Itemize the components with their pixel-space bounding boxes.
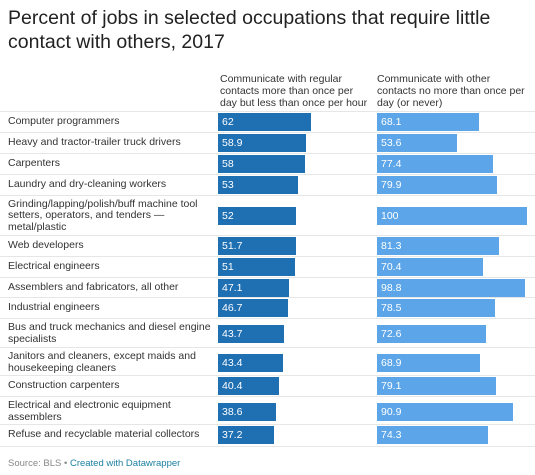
row-divider <box>0 195 535 196</box>
bar-series-2 <box>377 353 480 372</box>
bar-series-2 <box>377 237 499 255</box>
bar-value-label: 47.1 <box>222 282 243 294</box>
bar-value-label: 68.1 <box>381 116 402 128</box>
category-label: Carpenters <box>8 157 60 170</box>
row-divider <box>0 424 535 425</box>
bar-series-2 <box>377 426 488 444</box>
bar-value-label: 79.1 <box>381 380 402 392</box>
row-divider <box>0 318 535 319</box>
bar-value-label: 81.3 <box>381 240 402 252</box>
row-divider <box>0 132 535 133</box>
source-note: Source: BLS <box>8 458 62 469</box>
category-label: Construction carpenters <box>8 379 120 392</box>
bar-value-label: 74.3 <box>381 429 402 441</box>
row-divider <box>0 111 535 112</box>
bar-value-label: 79.9 <box>381 179 402 191</box>
row-divider <box>0 174 535 175</box>
bar-value-label: 72.6 <box>381 327 402 340</box>
bar-value-label: 37.2 <box>222 429 243 441</box>
datawrapper-credit-link[interactable]: Created with Datawrapper <box>69 458 181 469</box>
bar-series-2 <box>377 377 496 395</box>
category-label: Heavy and tractor-trailer truck drivers <box>8 136 181 149</box>
bar-value-label: 58.9 <box>222 137 243 149</box>
category-label: Web developers <box>8 239 84 252</box>
bar-value-label: 70.4 <box>381 261 402 273</box>
bar-series-1 <box>218 324 284 343</box>
bar-series-1 <box>218 258 295 276</box>
bar-value-label: 68.9 <box>381 356 402 369</box>
bar-series-1 <box>218 237 296 255</box>
bar-series-1 <box>218 299 288 317</box>
bar-value-label: 98.8 <box>381 282 402 294</box>
category-label: Bus and truck mechanics and diesel engin… <box>8 321 211 345</box>
bar-value-label: 53.6 <box>381 137 402 149</box>
bar-value-label: 90.9 <box>381 405 402 418</box>
column-header-regular-contacts: Communicate with regular contacts more t… <box>220 73 368 109</box>
bar-series-1 <box>218 155 305 173</box>
bar-series-1 <box>218 176 298 194</box>
bar-value-label: 78.5 <box>381 302 402 314</box>
bar-series-1 <box>218 207 296 225</box>
chart-title: Percent of jobs in selected occupations … <box>8 7 491 53</box>
row-divider <box>0 153 535 154</box>
bar-value-label: 77.4 <box>381 158 402 170</box>
row-divider <box>0 277 535 278</box>
bar-series-1 <box>218 377 279 395</box>
bar-value-label: 46.7 <box>222 302 243 314</box>
bar-series-1 <box>218 279 289 297</box>
row-divider <box>0 446 535 447</box>
row-divider <box>0 235 535 236</box>
bar-series-1 <box>218 353 283 372</box>
category-label: Assemblers and fabricators, all other <box>8 281 179 294</box>
category-label: Refuse and recyclable material collector… <box>8 428 200 441</box>
category-label: Electrical engineers <box>8 260 100 273</box>
row-divider <box>0 396 535 397</box>
category-label: Janitors and cleaners, except maids and … <box>8 350 196 374</box>
bar-value-label: 51.7 <box>222 240 243 252</box>
column-header-other-contacts: Communicate with other contacts no more … <box>377 73 525 109</box>
bar-value-label: 43.7 <box>222 327 243 340</box>
bar-value-label: 100 <box>381 210 399 222</box>
category-label: Industrial engineers <box>8 301 100 314</box>
bar-series-2 <box>377 279 525 297</box>
bar-series-2 <box>377 113 479 131</box>
chart-footer: Source: BLS • Created with Datawrapper <box>8 458 180 469</box>
bar-value-label: 62 <box>222 116 234 128</box>
bar-series-1 <box>218 134 306 152</box>
bar-series-1 <box>218 426 274 444</box>
bar-value-label: 40.4 <box>222 380 243 392</box>
bar-value-label: 52 <box>222 210 234 222</box>
category-label: Grinding/lapping/polish/buff machine too… <box>8 197 198 233</box>
row-divider <box>0 375 535 376</box>
bar-value-label: 58 <box>222 158 234 170</box>
bar-series-2 <box>377 324 486 343</box>
footer-separator: • <box>61 458 70 469</box>
bar-series-2 <box>377 258 483 276</box>
row-divider <box>0 347 535 348</box>
bar-series-2 <box>377 402 513 421</box>
row-divider <box>0 297 535 298</box>
bar-series-2 <box>377 176 497 194</box>
category-label: Computer programmers <box>8 115 120 128</box>
bar-series-2 <box>377 299 495 317</box>
bar-value-label: 38.6 <box>222 405 243 418</box>
bar-value-label: 43.4 <box>222 356 243 369</box>
bar-value-label: 53 <box>222 179 234 191</box>
bar-value-label: 51 <box>222 261 234 273</box>
bar-series-1 <box>218 402 276 421</box>
bar-series-2 <box>377 207 527 225</box>
category-label: Laundry and dry-cleaning workers <box>8 178 167 191</box>
category-label: Electrical and electronic equipment asse… <box>8 399 171 423</box>
row-divider <box>0 256 535 257</box>
bar-series-2 <box>377 155 493 173</box>
bar-series-1 <box>218 113 311 131</box>
bar-series-2 <box>377 134 457 152</box>
